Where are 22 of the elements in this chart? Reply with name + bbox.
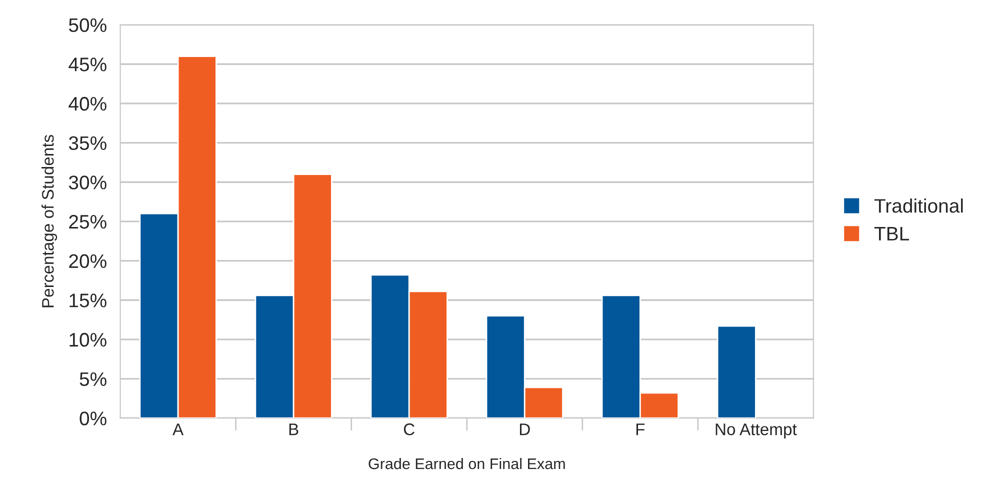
x-tick-label: D: [520, 424, 530, 436]
y-tick-label: 40%: [68, 96, 106, 111]
y-tick-label: 50%: [68, 18, 106, 32]
x-tick-label: No Attempt: [716, 424, 797, 439]
x-tick-label: F: [636, 424, 645, 436]
y-tick-label: 10%: [70, 332, 106, 347]
y-tick-label: 35%: [68, 136, 106, 150]
bar: [716, 325, 756, 418]
y-tick-label: 0%: [80, 412, 106, 426]
y-tick-label: 30%: [68, 176, 106, 190]
legend-label: TBL: [874, 227, 909, 240]
x-tick-label: B: [289, 424, 298, 436]
y-tick-label: 25%: [69, 214, 106, 229]
y-tick-label: 45%: [68, 58, 106, 72]
x-tick-label: C: [404, 423, 414, 436]
y-axis-title: Percentage of Students: [42, 134, 58, 308]
y-tick-label: 20%: [69, 254, 106, 268]
x-tick-label: A: [172, 424, 184, 436]
legend-label: Traditional: [874, 198, 963, 213]
y-tick-label: 15%: [70, 294, 106, 308]
x-axis-title: Grade Earned on Final Exam: [368, 458, 565, 470]
y-tick-label: 5%: [80, 372, 106, 386]
